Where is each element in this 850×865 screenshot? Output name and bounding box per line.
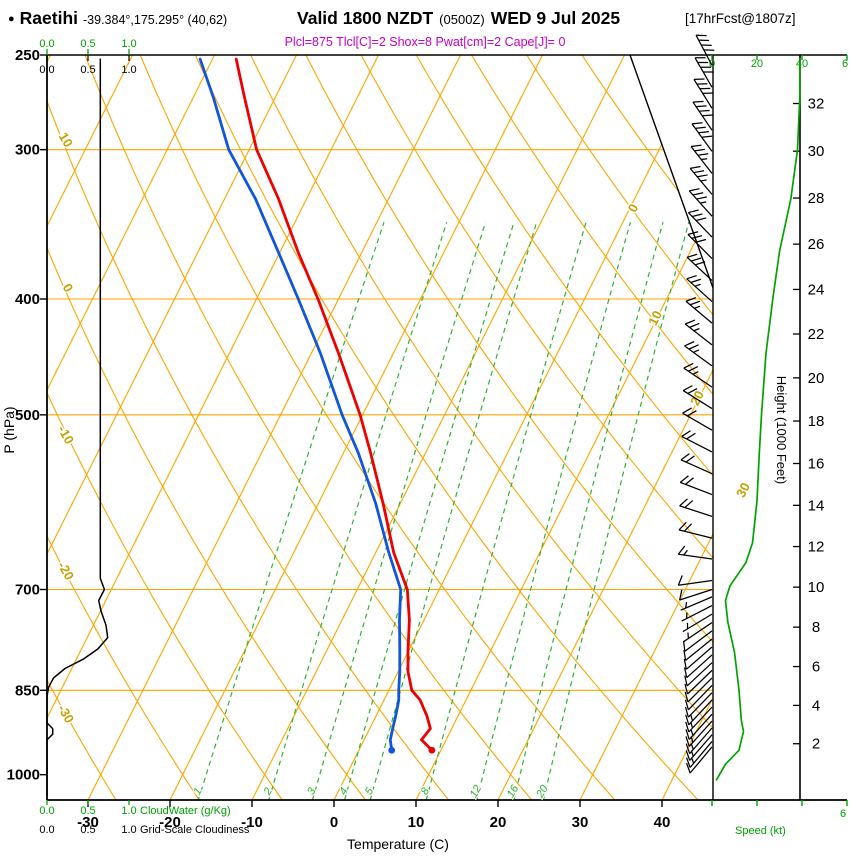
svg-text:0.0: 0.0 (39, 824, 54, 836)
svg-text:40: 40 (654, 814, 671, 831)
svg-text:6: 6 (840, 808, 846, 820)
svg-text:12: 12 (468, 783, 485, 800)
svg-text:Speed (kt): Speed (kt) (735, 825, 786, 837)
svg-text:20: 20 (808, 370, 825, 387)
temperature-curve (236, 59, 432, 750)
svg-text:1.0: 1.0 (121, 824, 136, 836)
svg-text:0.0: 0.0 (39, 805, 54, 817)
skewt-grid (0, 55, 850, 800)
svg-text:0.0: 0.0 (39, 64, 54, 76)
svg-text:8: 8 (812, 619, 820, 636)
svg-text:30: 30 (808, 143, 825, 160)
surface-temp-dot (428, 747, 435, 754)
svg-text:8: 8 (419, 785, 433, 797)
svg-text:12: 12 (808, 539, 825, 556)
svg-text:6: 6 (812, 659, 820, 676)
valid-local-time: Valid 1800 NZDT (297, 8, 433, 29)
svg-text:300: 300 (15, 142, 40, 159)
svg-text:20: 20 (534, 782, 551, 800)
svg-text:20: 20 (490, 814, 507, 831)
svg-text:Grid-Scale Cloudiness: Grid-Scale Cloudiness (140, 824, 250, 836)
svg-text:32: 32 (808, 96, 825, 113)
svg-text:700: 700 (15, 582, 40, 599)
svg-text:22: 22 (808, 326, 825, 343)
svg-text:28: 28 (808, 190, 825, 207)
svg-text:4: 4 (812, 697, 820, 714)
valid-time-title: Valid 1800 NZDT (0500Z) WED 9 Jul 2025 (297, 8, 620, 29)
svg-text:0.5: 0.5 (80, 824, 95, 836)
svg-text:5: 5 (363, 785, 377, 797)
svg-text:500: 500 (15, 407, 40, 424)
svg-text:10: 10 (808, 579, 825, 596)
svg-text:-10: -10 (55, 423, 77, 447)
svg-text:400: 400 (15, 291, 40, 308)
svg-text:30: 30 (733, 480, 753, 500)
svg-text:850: 850 (15, 682, 40, 699)
svg-text:0: 0 (330, 814, 338, 831)
dewpoint-curve (200, 59, 401, 750)
station-bullet-icon: ● (8, 13, 15, 25)
svg-text:3: 3 (305, 785, 319, 797)
svg-text:2: 2 (812, 736, 820, 753)
svg-text:10: 10 (408, 814, 425, 831)
svg-text:-20: -20 (55, 559, 77, 583)
valid-utc-time: (0500Z) (439, 12, 485, 27)
station-name: Raetihi (20, 8, 78, 29)
station-coords: -39.384°,175.295° (40,62) (83, 13, 227, 27)
svg-text:1000: 1000 (7, 767, 40, 784)
svg-text:18: 18 (808, 413, 825, 430)
svg-text:14: 14 (808, 497, 825, 514)
svg-text:P (hPa): P (hPa) (1, 406, 17, 453)
svg-text:16: 16 (808, 456, 825, 473)
svg-text:0.5: 0.5 (80, 805, 95, 817)
svg-text:0.5: 0.5 (80, 64, 95, 76)
svg-text:-30: -30 (55, 702, 77, 726)
sounding-parameters: Plcl=875 Tlcl[C]=2 Shox=8 Pwat[cm]=2 Cap… (0, 35, 850, 49)
chart-header: ● Raetihi -39.384°,175.295° (40,62) Vali… (0, 0, 850, 60)
valid-date: WED 9 Jul 2025 (491, 8, 620, 29)
svg-text:Height (1000 Feet): Height (1000 Feet) (774, 376, 789, 484)
svg-text:26: 26 (808, 236, 825, 253)
station-title: ● Raetihi -39.384°,175.295° (40,62) (8, 8, 227, 29)
surface-dewpoint-dot (388, 747, 395, 754)
svg-text:1.0: 1.0 (121, 805, 136, 817)
svg-text:1.0: 1.0 (121, 64, 136, 76)
svg-text:24: 24 (808, 281, 825, 298)
svg-text:20: 20 (687, 388, 707, 408)
forecast-info: [17hrFcst@1807z] (685, 11, 796, 26)
cloudiness-curve (47, 59, 108, 795)
svg-text:CloudWater (g/Kg): CloudWater (g/Kg) (140, 805, 231, 817)
svg-text:Temperature (C): Temperature (C) (347, 836, 449, 852)
plot-frame (47, 55, 847, 800)
svg-text:30: 30 (572, 814, 589, 831)
